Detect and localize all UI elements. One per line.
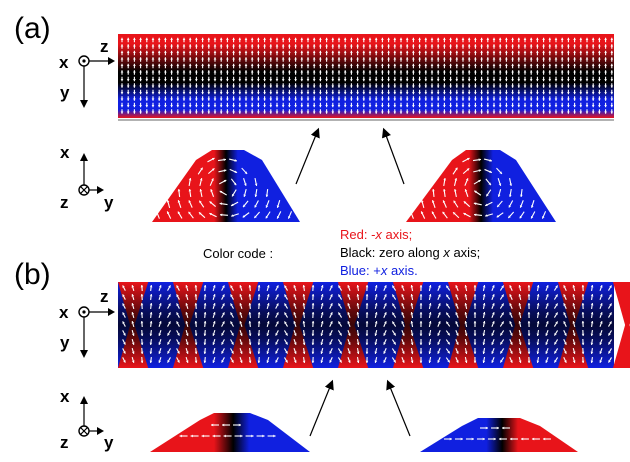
- spin-arrows-a: [120, 37, 614, 114]
- axis-label-origin: z: [60, 433, 69, 452]
- legend-blue: Blue: +x axis.: [340, 263, 418, 278]
- axes-bottom-a: x y z: [60, 143, 114, 212]
- cross-section-b-left: [150, 413, 310, 452]
- axis-label-v: y: [60, 333, 70, 352]
- legend-red: Red: -x axis;: [340, 227, 413, 242]
- axes-top-a: z y x: [59, 37, 115, 108]
- pointer-arrow-left-a: [295, 127, 320, 185]
- panel-label-a: (a): [14, 12, 51, 45]
- legend-title: Color code :: [203, 246, 273, 261]
- axis-label-h: y: [104, 433, 114, 452]
- axis-label-h: y: [104, 193, 114, 212]
- panel-label-b: (b): [14, 258, 51, 291]
- axis-label-origin: x: [59, 303, 69, 322]
- pointer-arrow-right-a: [381, 127, 405, 185]
- cross-section-a-left: [152, 150, 300, 222]
- cross-section-arrows: [410, 157, 547, 219]
- axis-label-origin: z: [60, 193, 69, 212]
- red-domain: [613, 282, 630, 368]
- axis-label-v: x: [60, 387, 70, 406]
- axis-label-v: y: [60, 83, 70, 102]
- axis-label-h: z: [100, 287, 109, 306]
- cross-section-arrows: [179, 423, 276, 438]
- cross-section-arrows: [155, 157, 293, 219]
- cross-section-b-right: [420, 418, 578, 452]
- axes-top-b: z y x: [59, 287, 115, 358]
- nanowire-strip-b: [118, 282, 630, 368]
- axes-bottom-b: x y z: [60, 387, 114, 452]
- axis-label-h: z: [100, 37, 109, 56]
- axis-label-origin: x: [59, 53, 69, 72]
- axis-label-v: x: [60, 143, 70, 162]
- nanowire-strip-a: [118, 34, 614, 121]
- spin-arrows-b: [122, 284, 613, 364]
- cross-section-a-right: [406, 150, 556, 222]
- color-legend: Red: -x axis; Black: zero along x axis; …: [340, 226, 480, 280]
- cross-section-arrows: [443, 426, 551, 441]
- legend-black: Black: zero along x axis;: [340, 245, 481, 260]
- pointer-arrow-right-b: [386, 379, 411, 437]
- pointer-arrow-left-b: [309, 379, 334, 437]
